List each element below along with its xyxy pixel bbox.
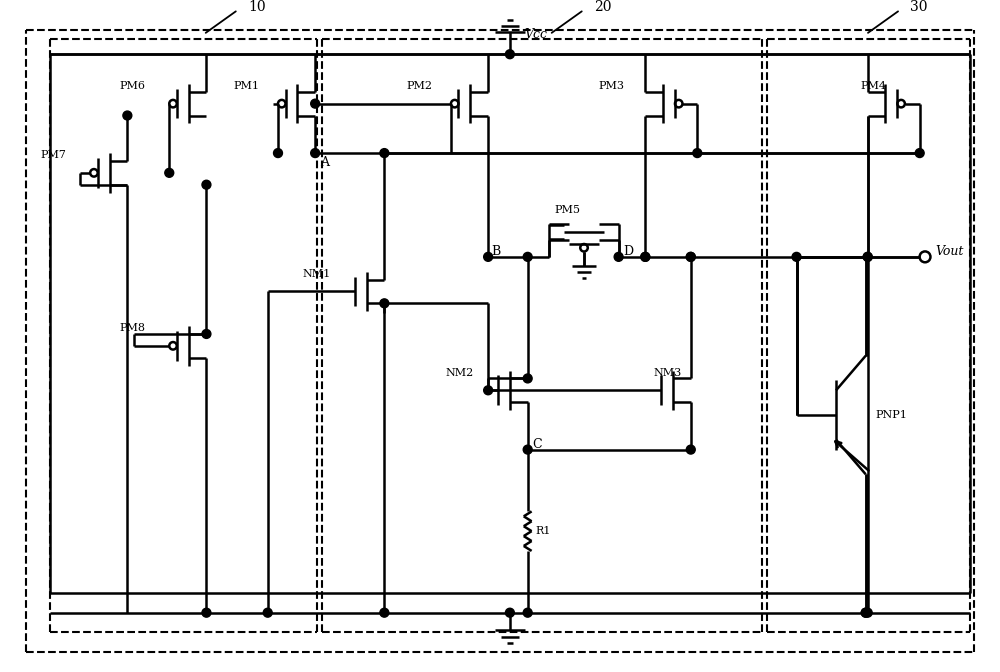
Text: PM2: PM2	[406, 81, 432, 91]
Text: PM8: PM8	[119, 323, 145, 333]
Text: A: A	[320, 157, 329, 169]
Circle shape	[505, 608, 514, 617]
Circle shape	[614, 253, 623, 261]
Circle shape	[863, 608, 872, 617]
Circle shape	[202, 329, 211, 339]
Circle shape	[686, 445, 695, 454]
Text: 10: 10	[248, 0, 266, 14]
Circle shape	[202, 180, 211, 189]
Text: NM3: NM3	[653, 368, 681, 378]
Circle shape	[311, 99, 320, 108]
Circle shape	[202, 608, 211, 617]
Circle shape	[165, 169, 174, 177]
Circle shape	[484, 253, 493, 261]
Text: D: D	[624, 245, 634, 259]
Circle shape	[523, 445, 532, 454]
Text: C: C	[533, 438, 542, 451]
Circle shape	[792, 253, 801, 261]
Circle shape	[861, 608, 870, 617]
Circle shape	[311, 149, 320, 157]
Circle shape	[863, 253, 872, 261]
Text: Vcc: Vcc	[525, 28, 548, 41]
Circle shape	[693, 149, 702, 157]
Text: 20: 20	[594, 0, 611, 14]
Text: PM3: PM3	[599, 81, 625, 91]
Text: PM7: PM7	[40, 150, 66, 160]
Circle shape	[861, 608, 870, 617]
Circle shape	[686, 253, 695, 261]
Circle shape	[380, 149, 389, 157]
Circle shape	[263, 608, 272, 617]
Text: R1: R1	[536, 526, 551, 536]
Circle shape	[380, 299, 389, 308]
Circle shape	[641, 253, 650, 261]
Circle shape	[523, 608, 532, 617]
Text: PM5: PM5	[554, 206, 580, 216]
Circle shape	[915, 149, 924, 157]
Text: PM6: PM6	[119, 81, 145, 91]
Circle shape	[274, 149, 282, 157]
Text: PNP1: PNP1	[876, 410, 907, 420]
Text: 30: 30	[910, 0, 928, 14]
Circle shape	[523, 374, 532, 383]
Circle shape	[505, 50, 514, 58]
Circle shape	[641, 253, 650, 261]
Circle shape	[523, 253, 532, 261]
Text: NM1: NM1	[302, 269, 331, 279]
Text: Vout: Vout	[935, 245, 963, 259]
Text: PM1: PM1	[233, 81, 259, 91]
Circle shape	[123, 111, 132, 120]
Text: NM2: NM2	[446, 368, 474, 378]
Circle shape	[863, 253, 872, 261]
Circle shape	[686, 253, 695, 261]
Text: PM4: PM4	[861, 81, 887, 91]
Text: B: B	[491, 245, 500, 259]
Circle shape	[484, 386, 493, 394]
Circle shape	[380, 608, 389, 617]
